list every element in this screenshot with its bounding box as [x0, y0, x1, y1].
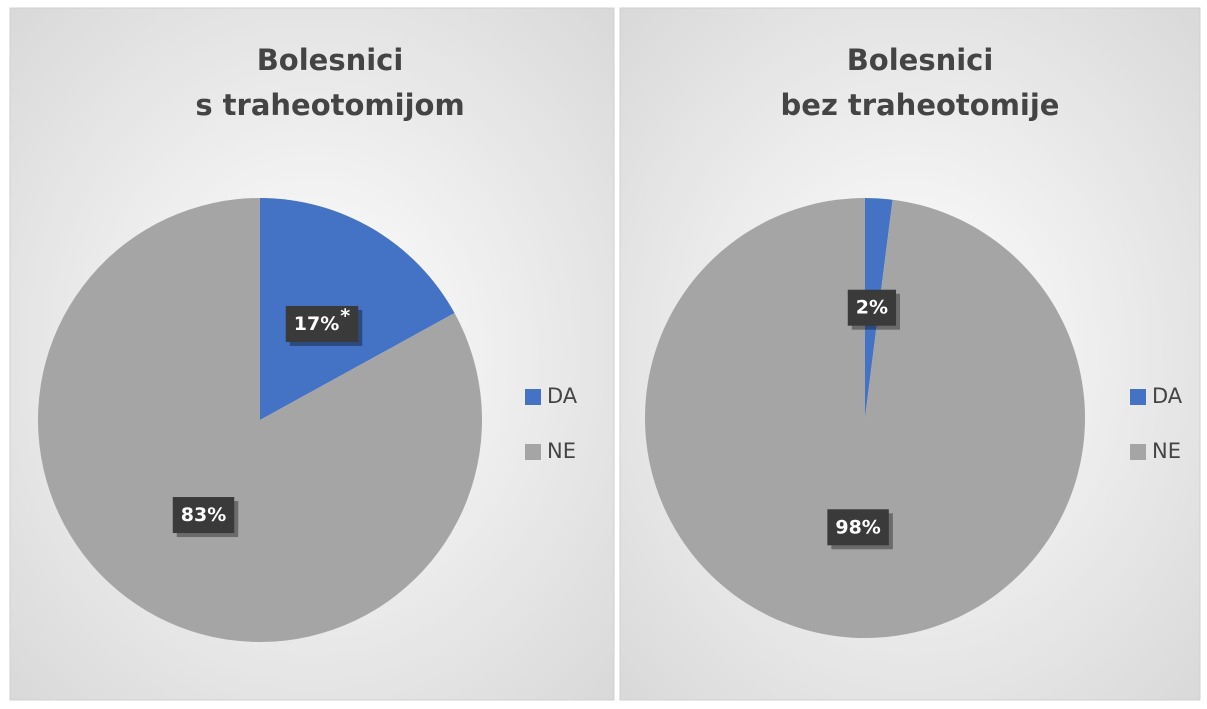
legend-label: DA — [1152, 384, 1183, 408]
chart-title: Bolesnici — [847, 43, 994, 77]
data-label: 17% * — [285, 305, 363, 346]
chart-title: Bolesnici — [257, 43, 404, 77]
data-label: 83% — [172, 497, 239, 538]
data-label-text: 83% — [181, 504, 226, 526]
legend-swatch — [525, 389, 541, 405]
legend-swatch — [525, 444, 541, 460]
label-box — [847, 289, 897, 326]
data-label-text: 17% — [294, 313, 339, 335]
chart-title: bez traheotomije — [781, 88, 1060, 122]
legend-swatch — [1130, 389, 1146, 405]
label-box — [827, 509, 889, 546]
data-label: 98% — [827, 509, 893, 550]
legend-label: NE — [1152, 439, 1181, 463]
label-box — [172, 497, 235, 534]
annotation: * — [340, 305, 350, 327]
data-label-text: 98% — [835, 516, 880, 538]
data-label-text: 2% — [856, 297, 888, 319]
pie-slice — [37, 198, 482, 642]
chart-title: s traheotomijom — [195, 88, 464, 122]
legend-label: DA — [547, 384, 578, 408]
legend-label: NE — [547, 439, 576, 463]
label-box — [285, 305, 359, 342]
data-label: 2% — [847, 289, 901, 330]
legend-swatch — [1130, 444, 1146, 460]
pie-slice — [644, 198, 1085, 638]
